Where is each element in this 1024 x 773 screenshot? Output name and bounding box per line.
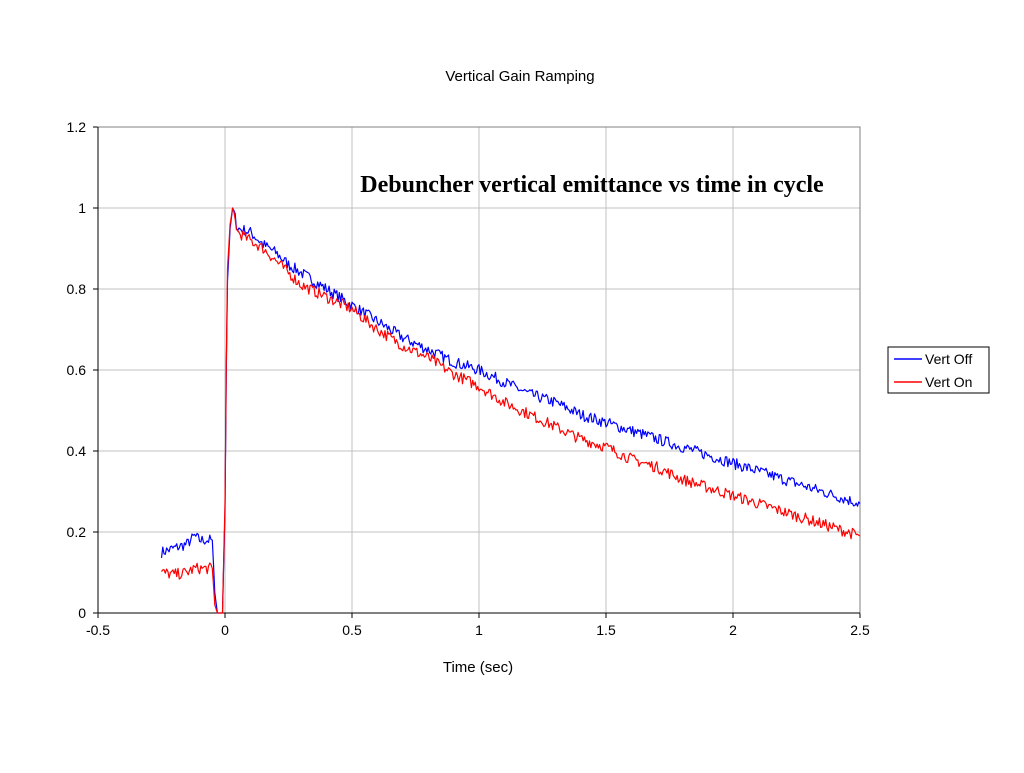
x-tick-label: 2 xyxy=(729,622,737,638)
x-tick-label: 1.5 xyxy=(596,622,616,638)
x-tick-label: -0.5 xyxy=(86,622,110,638)
y-tick-label: 1 xyxy=(78,200,86,216)
y-tick-label: 0 xyxy=(78,605,86,621)
chart-annotation: Debuncher vertical emittance vs time in … xyxy=(360,172,824,198)
legend-label-vert-off: Vert Off xyxy=(925,351,972,367)
y-tick-label: 0.8 xyxy=(67,281,87,297)
chart-title: Vertical Gain Ramping xyxy=(445,68,594,85)
series-lines xyxy=(160,207,861,614)
x-tick-label: 1 xyxy=(475,622,483,638)
series-line-vert-off xyxy=(160,207,861,614)
y-tick-label: 0.6 xyxy=(67,362,87,378)
legend: Vert Off Vert On xyxy=(887,346,990,394)
axes: -0.5 0 0.5 1 1.5 2 2.500.20.40.60.811.2 xyxy=(67,119,870,638)
x-tick-label: 0 xyxy=(221,622,229,638)
series-line-vert-on xyxy=(161,207,861,614)
y-tick-label: 0.2 xyxy=(67,524,87,540)
y-tick-label: 1.2 xyxy=(67,119,87,135)
y-tick-label: 0.4 xyxy=(67,443,87,459)
legend-label-vert-on: Vert On xyxy=(925,374,972,390)
x-tick-label: 0.5 xyxy=(342,622,362,638)
legend-box xyxy=(887,346,990,394)
x-tick-label: 2.5 xyxy=(850,622,870,638)
x-axis-label: Time (sec) xyxy=(443,659,513,676)
